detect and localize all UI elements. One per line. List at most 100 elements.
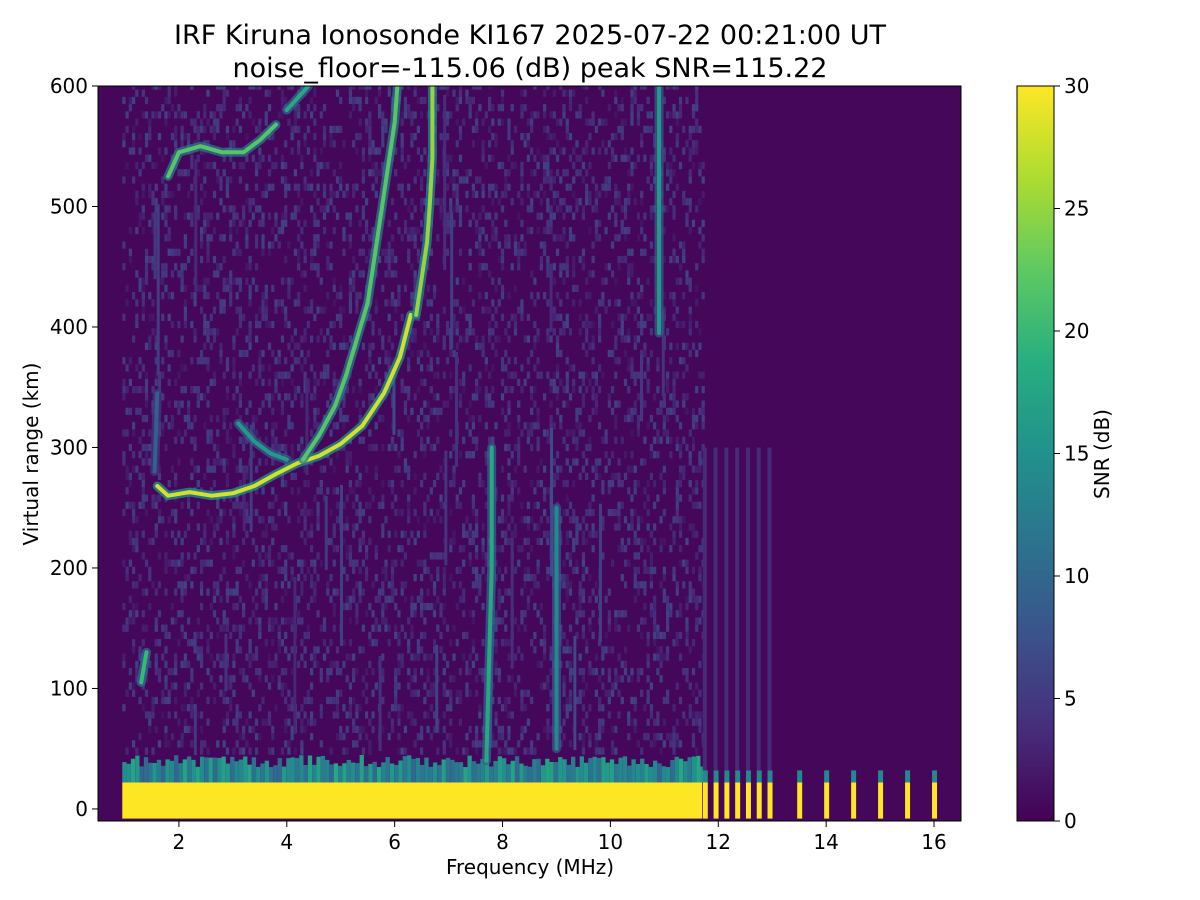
noise-cell bbox=[682, 342, 686, 350]
noise-cell bbox=[377, 378, 382, 387]
noise-cell bbox=[665, 610, 670, 618]
noise-cell bbox=[555, 190, 560, 199]
noise-cell bbox=[591, 241, 595, 249]
noise-cell bbox=[620, 675, 624, 683]
noise-cell bbox=[452, 386, 456, 394]
noise-cell bbox=[361, 342, 365, 350]
noise-cell bbox=[588, 667, 592, 676]
noise-cell bbox=[183, 212, 187, 220]
noise-cell bbox=[251, 422, 255, 430]
noise-cell bbox=[332, 140, 336, 148]
noise-cell bbox=[309, 263, 314, 271]
noise-cell bbox=[413, 653, 417, 661]
noise-cell bbox=[174, 205, 178, 213]
noise-cell bbox=[348, 89, 353, 97]
noise-cell bbox=[358, 132, 362, 141]
noise-cell bbox=[445, 328, 450, 336]
noise-cell bbox=[284, 443, 288, 452]
noise-cell bbox=[568, 465, 573, 473]
noise-cell bbox=[442, 581, 446, 589]
noise-cell bbox=[465, 682, 469, 690]
noise-cell bbox=[164, 205, 168, 213]
noise-cell bbox=[144, 559, 149, 567]
noise-cell bbox=[478, 667, 482, 676]
noise-cell bbox=[517, 422, 521, 430]
noise-cell bbox=[510, 530, 514, 538]
noise-cell bbox=[203, 530, 207, 538]
noise-cell bbox=[183, 689, 187, 697]
noise-cell bbox=[290, 552, 294, 560]
noise-cell bbox=[475, 226, 479, 235]
noise-cell bbox=[594, 378, 599, 387]
noise-cell bbox=[355, 610, 359, 618]
noise-cell bbox=[455, 566, 459, 574]
noise-cell bbox=[309, 183, 314, 191]
noise-cell bbox=[688, 205, 692, 213]
noise-cell bbox=[432, 198, 437, 206]
noise-cell bbox=[157, 86, 162, 90]
noise-cell bbox=[604, 190, 608, 199]
noise-cell bbox=[585, 147, 589, 155]
noise-cell bbox=[148, 118, 152, 126]
noise-cell bbox=[588, 617, 592, 625]
noise-cell bbox=[494, 140, 498, 148]
noise-cell bbox=[177, 718, 181, 726]
ground-fringe-cell bbox=[523, 765, 528, 783]
ground-fringe-cell bbox=[549, 761, 554, 783]
noise-cell bbox=[695, 617, 699, 625]
noise-cell bbox=[565, 581, 569, 589]
noise-cell bbox=[339, 689, 343, 697]
noise-cell bbox=[465, 660, 469, 668]
noise-cell bbox=[358, 414, 362, 423]
noise-cell bbox=[542, 248, 547, 256]
noise-cell bbox=[174, 212, 178, 220]
noise-cell bbox=[342, 443, 346, 452]
noise-cell bbox=[225, 205, 230, 213]
noise-cell bbox=[222, 299, 226, 307]
noise-cell bbox=[387, 581, 391, 589]
noise-cell bbox=[555, 335, 560, 343]
noise-cell bbox=[546, 725, 550, 734]
noise-cell bbox=[455, 169, 459, 177]
noise-cell bbox=[691, 104, 696, 112]
noise-cell bbox=[407, 617, 411, 625]
noise-cell bbox=[513, 234, 518, 242]
noise-cell bbox=[507, 371, 511, 379]
noise-cell bbox=[183, 530, 187, 538]
noise-cell bbox=[426, 667, 430, 676]
noise-cell bbox=[271, 161, 275, 170]
noise-cell bbox=[313, 248, 317, 256]
noise-cell bbox=[610, 320, 615, 329]
noise-cell bbox=[335, 451, 340, 459]
noise-cell bbox=[497, 617, 501, 625]
noise-cell bbox=[303, 371, 307, 379]
noise-cell bbox=[174, 588, 178, 596]
noise-cell bbox=[144, 393, 149, 401]
noise-cell bbox=[636, 234, 641, 242]
noise-cell bbox=[167, 667, 171, 676]
noise-cell bbox=[504, 183, 508, 191]
noise-cell bbox=[617, 104, 621, 112]
noise-cell bbox=[546, 675, 550, 683]
noise-cell bbox=[591, 465, 595, 473]
noise-cell bbox=[306, 125, 310, 133]
noise-cell bbox=[400, 313, 404, 321]
noise-cell bbox=[555, 393, 560, 401]
noise-cell bbox=[254, 718, 259, 726]
ground-fringe-cell bbox=[161, 765, 166, 783]
noise-cell bbox=[394, 559, 398, 567]
noise-cell bbox=[565, 320, 569, 329]
noise-cell bbox=[620, 118, 624, 126]
noise-cell bbox=[468, 610, 472, 618]
noise-cell bbox=[462, 480, 466, 488]
noise-cell bbox=[646, 364, 650, 372]
noise-cell bbox=[549, 335, 553, 343]
noise-cell bbox=[630, 89, 634, 97]
noise-cell bbox=[685, 675, 689, 683]
noise-cell bbox=[549, 400, 553, 408]
noise-cell bbox=[154, 335, 158, 343]
noise-cell bbox=[588, 624, 592, 632]
noise-cell bbox=[329, 573, 333, 582]
noise-cell bbox=[144, 443, 149, 452]
noise-cell bbox=[193, 704, 197, 712]
